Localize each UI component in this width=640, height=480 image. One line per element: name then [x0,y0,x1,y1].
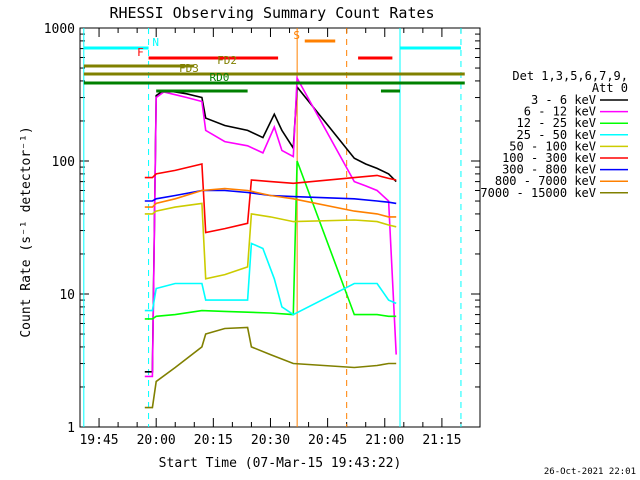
legend-label: 300 - 800 keV [502,163,596,177]
flag-bar-label: F [137,46,144,59]
flag-bar-label: RD0 [210,71,230,84]
legend-label: 50 - 100 keV [509,139,596,153]
x-axis-ticks [79,28,481,427]
series-line [144,160,397,320]
series-line [144,202,397,280]
x-tick-labels: 19:45 20:00 20:15 20:30 20:45 21:00 21:1… [79,433,461,448]
legend-header: Att 0 [592,81,628,95]
y-tick-label: 10 [59,288,75,303]
legend-label: 800 - 7000 keV [495,174,596,188]
plot-frame [79,27,481,428]
series-line [144,326,397,409]
legend-label: 6 - 12 keV [524,105,596,119]
legend-label: 100 - 300 keV [502,151,596,165]
legend-label: 3 - 6 keV [531,93,596,107]
legend-header: Det 1,3,5,6,7,9, [512,69,628,83]
y-tick-label: 1 [67,421,75,436]
y-axis-label: Count Rate (s⁻¹ detector⁻¹) [19,126,34,337]
flag-bar-label: FD3 [179,62,199,75]
x-tick-label: 21:00 [365,433,404,448]
series-line [144,242,397,316]
x-tick-label: 20:15 [194,433,233,448]
flag-bar-label: N [152,36,159,49]
event-vertical-lines [83,28,462,427]
x-axis-label: Start Time (07-Mar-15 19:43:22) [159,456,402,471]
flag-bar-label: FD2 [217,54,237,67]
y-axis-ticks [80,27,480,428]
legend-label: 7000 - 15000 keV [480,186,596,200]
series-line [144,187,397,218]
chart-title: RHESSI Observing Summary Count Rates [109,4,434,22]
timestamp: 26-Oct-2021 22:01 [544,467,636,477]
x-tick-label: 20:30 [251,433,290,448]
flag-bar-label: S [293,29,300,42]
x-tick-label: 20:00 [137,433,176,448]
y-tick-label: 100 [52,155,75,170]
y-tick-labels: 1 10 100 1000 [44,22,75,436]
series-line [144,84,397,373]
series-line [144,162,397,234]
x-tick-label: 21:15 [422,433,461,448]
series-layer [144,75,397,409]
legend-label: 12 - 25 keV [517,116,596,130]
x-tick-label: 20:45 [308,433,347,448]
series-line [144,189,397,205]
flag-bars: NF S FD2 FD3 RD0 [83,29,465,93]
legend-label: 25 - 50 keV [517,128,596,142]
x-tick-label: 19:45 [79,433,118,448]
y-tick-label: 1000 [44,22,75,37]
